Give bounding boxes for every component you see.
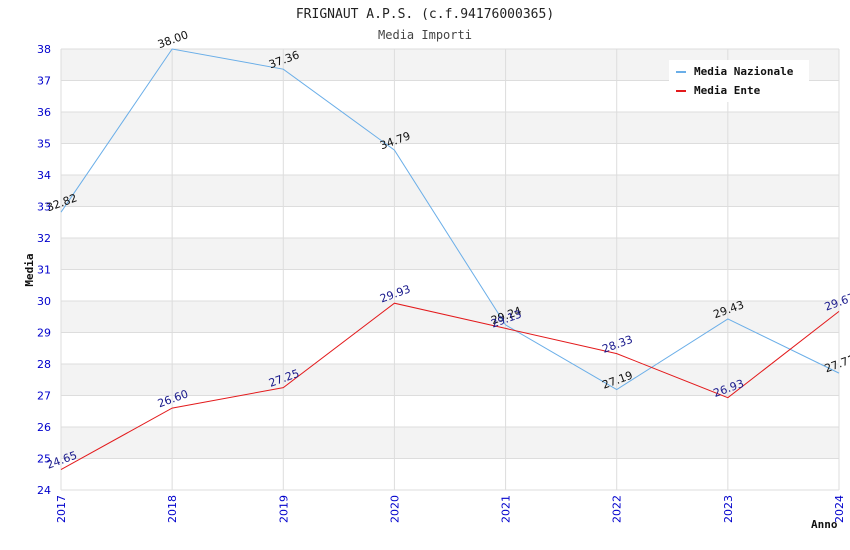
grid-band — [61, 238, 839, 270]
x-tick-label: 2023 — [722, 495, 735, 523]
y-tick-label: 37 — [37, 75, 51, 88]
legend-label-nazionale: Media Nazionale — [694, 65, 794, 78]
y-tick-label: 26 — [37, 421, 51, 434]
series-lines — [60, 48, 840, 470]
legend: Media Nazionale Media Ente — [669, 60, 809, 102]
legend-box — [669, 60, 809, 102]
series-line-1 — [60, 302, 840, 470]
y-tick-label: 30 — [37, 295, 51, 308]
data-label: 38.00 — [156, 28, 190, 51]
y-tick-label: 27 — [37, 390, 51, 403]
grid-band — [61, 175, 839, 207]
chart-subtitle: Media Importi — [378, 28, 472, 42]
grid-band — [61, 112, 839, 144]
y-tick-label: 36 — [37, 106, 51, 119]
y-axis-label: Media — [23, 253, 36, 286]
data-label: 27.71 — [823, 352, 850, 375]
y-tick-label: 32 — [37, 232, 51, 245]
series-line-0 — [60, 48, 840, 391]
x-tick-label: 2017 — [55, 495, 68, 523]
grid-band — [61, 301, 839, 333]
x-tick-label: 2020 — [388, 495, 401, 523]
x-tick-label: 2021 — [500, 495, 513, 523]
x-tick-label: 2024 — [833, 495, 846, 523]
x-tick-label: 2018 — [166, 495, 179, 523]
chart-title: FRIGNAUT A.P.S. (c.f.94176000365) — [296, 7, 554, 22]
y-tick-label: 25 — [37, 453, 51, 466]
y-axis: 24 25 26 27 28 29 30 31 32 33 34 35 36 37 38 — [37, 43, 51, 497]
y-tick-label: 29 — [37, 327, 51, 340]
grid-bands — [61, 49, 839, 459]
y-tick-label: 33 — [37, 201, 51, 214]
y-tick-label: 28 — [37, 358, 51, 371]
y-tick-label: 35 — [37, 138, 51, 151]
x-tick-label: 2019 — [277, 495, 290, 523]
x-tick-label: 2022 — [611, 495, 624, 523]
x-axis-label: Anno — [811, 518, 838, 531]
data-label: 29.67 — [823, 291, 850, 314]
y-tick-label: 34 — [37, 169, 51, 182]
gridlines — [60, 48, 840, 491]
data-label: 28.33 — [600, 333, 634, 356]
legend-label-ente: Media Ente — [694, 84, 761, 97]
y-tick-label: 31 — [37, 264, 51, 277]
y-tick-label: 38 — [37, 43, 51, 56]
x-axis: 2017 2018 2019 2020 2021 2022 2023 2024 — [55, 495, 846, 523]
y-tick-label: 24 — [37, 484, 51, 497]
grid-band — [61, 427, 839, 459]
